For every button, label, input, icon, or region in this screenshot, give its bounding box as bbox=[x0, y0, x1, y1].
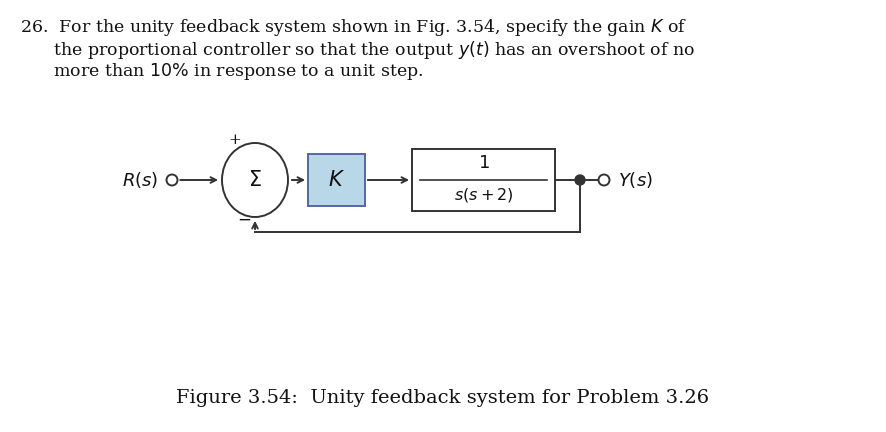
Text: the proportional controller so that the output $y(t)$ has an overshoot of no: the proportional controller so that the … bbox=[20, 39, 695, 61]
Bar bbox=[411, 149, 555, 211]
Text: $Y(s)$: $Y(s)$ bbox=[618, 170, 652, 190]
Circle shape bbox=[574, 175, 585, 185]
Text: $\Sigma$: $\Sigma$ bbox=[248, 170, 261, 190]
Bar bbox=[307, 154, 364, 206]
Text: $K$: $K$ bbox=[328, 170, 345, 190]
Text: $-$: $-$ bbox=[237, 211, 251, 228]
Text: $1$: $1$ bbox=[477, 154, 489, 172]
Text: more than $10\%$ in response to a unit step.: more than $10\%$ in response to a unit s… bbox=[20, 61, 423, 82]
Text: 26.  For the unity feedback system shown in Fig. 3.54, specify the gain $K$ of: 26. For the unity feedback system shown … bbox=[20, 17, 687, 38]
Text: $s(s + 2)$: $s(s + 2)$ bbox=[453, 186, 513, 204]
Text: Figure 3.54:  Unity feedback system for Problem 3.26: Figure 3.54: Unity feedback system for P… bbox=[176, 389, 709, 407]
Text: +: + bbox=[228, 133, 240, 147]
Text: $R(s)$: $R(s)$ bbox=[121, 170, 158, 190]
